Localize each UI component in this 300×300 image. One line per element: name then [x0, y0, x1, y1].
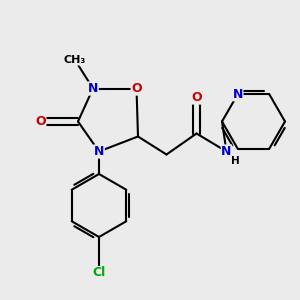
Text: N: N [88, 82, 98, 95]
Text: O: O [131, 82, 142, 95]
Text: N: N [232, 88, 243, 101]
Text: Cl: Cl [92, 266, 106, 280]
Text: O: O [35, 115, 46, 128]
Text: CH₃: CH₃ [64, 55, 86, 65]
Text: O: O [191, 91, 202, 104]
Text: H: H [230, 156, 239, 166]
Text: N: N [94, 145, 104, 158]
Text: N: N [221, 145, 232, 158]
